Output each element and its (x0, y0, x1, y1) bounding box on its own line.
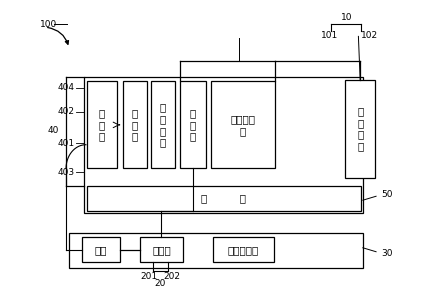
Bar (213, 237, 275, 262)
Text: 40: 40 (47, 126, 58, 135)
Text: 航空发动
机: 航空发动 机 (230, 114, 256, 136)
Bar (82, 237, 120, 262)
Bar (180, 81, 206, 169)
Text: 水泵: 水泵 (95, 245, 107, 255)
Text: 散
热
风
扇: 散 热 风 扇 (160, 103, 166, 147)
Text: 10: 10 (341, 13, 352, 22)
Bar (211, 81, 275, 169)
Bar (87, 186, 361, 211)
Text: 储
水
箱: 储 水 箱 (99, 108, 105, 142)
Bar (140, 237, 183, 262)
Bar (123, 81, 147, 169)
Text: 102: 102 (361, 31, 378, 40)
Text: 101: 101 (321, 31, 338, 40)
Text: 底          板: 底 板 (201, 193, 246, 203)
Bar (345, 80, 375, 178)
Text: 30: 30 (381, 249, 393, 258)
Text: 100: 100 (40, 20, 58, 29)
Text: 20: 20 (155, 280, 166, 289)
Text: 系统控制器: 系统控制器 (228, 245, 259, 255)
Text: 散
热
器: 散 热 器 (132, 108, 138, 142)
Bar (69, 233, 363, 268)
Bar (87, 81, 117, 169)
Text: 401: 401 (58, 139, 75, 148)
Text: 整流器: 整流器 (152, 245, 171, 255)
Text: 201: 201 (141, 272, 158, 281)
Text: 发
电
机: 发 电 机 (190, 108, 196, 142)
Text: 舵
机
系
统: 舵 机 系 统 (357, 106, 363, 151)
Bar (84, 77, 363, 213)
Text: 403: 403 (58, 168, 75, 177)
Bar (151, 81, 175, 169)
Text: 50: 50 (381, 190, 393, 200)
Text: 404: 404 (58, 83, 75, 92)
Text: 202: 202 (164, 272, 181, 281)
Text: 402: 402 (58, 107, 75, 116)
